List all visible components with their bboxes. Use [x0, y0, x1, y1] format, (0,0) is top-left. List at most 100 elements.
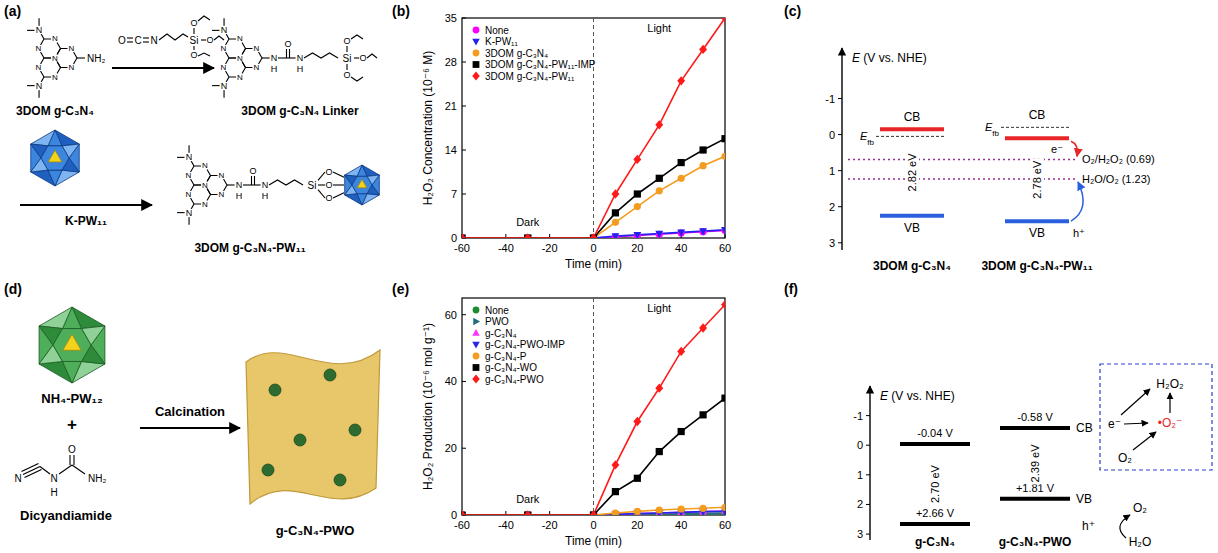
panel-a: NNNNNNNNNNH₂3DOM g-C₃N₄OCNSiOOONNNNNNNNN… — [16, 16, 379, 255]
atom-label: Si — [343, 53, 352, 64]
atom-patch — [236, 35, 244, 43]
panel-f-scheme: H₂O₂•O₂⁻O₂e⁻O₂h⁺H₂O — [1082, 364, 1212, 549]
atom-label: O — [206, 35, 213, 45]
compound-label: 3DOM g-C₃N₄-PW₁₁ — [194, 241, 305, 255]
data-point — [634, 232, 641, 238]
data-group — [462, 300, 725, 515]
carrier-label: e⁻ — [1051, 143, 1063, 155]
y-tick — [866, 534, 870, 535]
species-label: •O₂⁻ — [1158, 416, 1183, 430]
atom-patch — [149, 35, 159, 45]
legend-label: g-C₃N₄-P — [485, 351, 527, 362]
y-tick-label: 60 — [445, 309, 457, 321]
x-tick-label: -40 — [498, 242, 514, 254]
band-gap-label: 2.78 eV — [1031, 160, 1043, 199]
atom-patch — [51, 54, 59, 62]
data-point — [611, 510, 619, 515]
hole-transfer-arrow — [1071, 182, 1083, 221]
atom-label: N — [221, 63, 227, 72]
data-group — [462, 18, 725, 238]
y-tick — [462, 381, 466, 382]
category-label: g-C₃N₄ — [915, 535, 955, 549]
legend-label: 3DOM g-C₃N₄ — [485, 48, 548, 59]
y-axis-title: H₂O₂ Concentration (10⁻⁶ M) — [421, 51, 435, 206]
data-point — [655, 231, 663, 238]
y-tick-label: 3 — [829, 237, 835, 249]
redox-label: H₂O/O₂ (1.23) — [1082, 173, 1150, 185]
line-chart: -60-40-2002040600714212835Time (min)H₂O₂… — [421, 12, 731, 271]
bond — [227, 184, 235, 185]
x-tick-label: 20 — [631, 242, 643, 254]
atom-label: O — [325, 193, 332, 203]
atom-label: Si — [190, 35, 199, 46]
bond — [189, 217, 190, 225]
legend-label: K-PW₁₁ — [485, 36, 518, 47]
bond — [212, 85, 220, 86]
band-edge — [900, 442, 970, 446]
legend-marker — [472, 329, 479, 336]
bond — [193, 28, 194, 34]
pwo-particle — [269, 384, 281, 396]
atom-label: N — [297, 53, 304, 63]
atom-label: N — [202, 161, 208, 170]
x-tick-label: 40 — [675, 519, 687, 531]
plot-frame — [462, 18, 725, 238]
y-tick-label: 2 — [857, 498, 863, 510]
divider-line — [593, 298, 594, 515]
data-point — [612, 209, 619, 216]
central-tetrahedron — [48, 150, 62, 162]
compound-label: K-PW₁₁ — [65, 214, 107, 228]
bond — [177, 157, 185, 158]
bond — [288, 57, 296, 58]
annotation: Dark — [516, 216, 540, 228]
data-point — [633, 155, 641, 164]
legend-marker — [473, 364, 480, 371]
atom-label: O — [284, 39, 291, 49]
legend-label: 3DOM g-C₃N₄-PW₁₁ — [485, 71, 575, 82]
bond — [27, 30, 35, 31]
panel-d: NH₄-PW₁₂+NNHONH₂DicyandiamideCalcination… — [14, 307, 380, 538]
band-name: VB — [1076, 492, 1092, 506]
atom-label: N — [236, 180, 243, 190]
band-edge — [880, 214, 944, 218]
atom-label: N — [221, 25, 228, 35]
data-point — [611, 460, 619, 469]
data-point — [462, 510, 466, 515]
atom-label: N — [36, 63, 42, 72]
atom-label: N — [186, 152, 193, 162]
legend-label: g-C₃N₄-PWO — [485, 374, 544, 385]
data-point — [721, 227, 725, 234]
bond — [318, 190, 325, 198]
alkyl-chain — [159, 34, 188, 40]
band-edge — [1000, 426, 1070, 430]
y-tick — [462, 314, 466, 315]
y-axis-title: E (V vs. NHE) — [880, 389, 955, 403]
arrow — [1133, 432, 1156, 450]
atom-patch — [220, 81, 229, 90]
data-point — [611, 233, 619, 238]
data-point — [524, 233, 532, 238]
y-tick-label: 21 — [445, 100, 457, 112]
atom-label: N — [219, 171, 225, 180]
arrow — [1120, 515, 1130, 538]
ethyl — [351, 35, 363, 39]
atom-label: N — [36, 44, 42, 53]
atom-patch — [253, 64, 261, 72]
atom-patch — [236, 73, 244, 81]
bond — [127, 41, 133, 42]
atom-label: N — [50, 473, 57, 484]
bond — [253, 184, 261, 185]
legend-label: PWO — [485, 316, 509, 327]
x-tick-label: 0 — [590, 519, 596, 531]
bond — [177, 212, 185, 213]
pwo-particle — [294, 434, 306, 446]
data-point — [612, 509, 619, 515]
bond — [333, 184, 344, 185]
atom-patch — [133, 35, 143, 45]
y-tick — [838, 170, 842, 171]
atom-label: N — [237, 73, 243, 82]
series-line — [462, 18, 725, 238]
data-point — [634, 475, 641, 482]
atom-label: H — [262, 191, 269, 201]
value-label: -0.58 V — [1017, 411, 1053, 423]
